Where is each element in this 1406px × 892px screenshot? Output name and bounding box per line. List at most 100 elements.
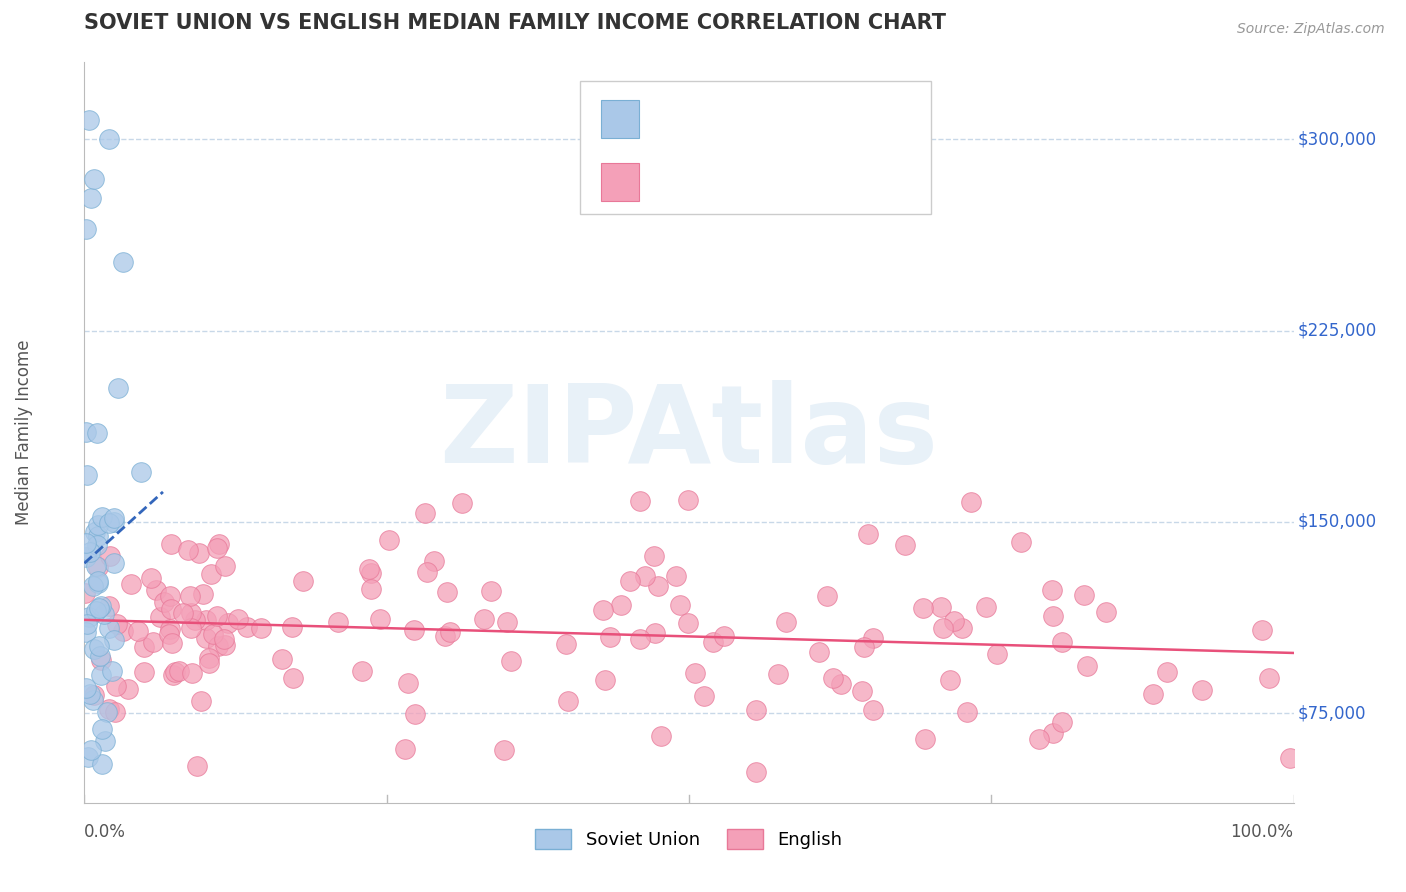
Point (104, 705, 127, 719)
Point (472, 611, 495, 625)
Point (145, 583, 167, 598)
Point (496, 615, 519, 630)
Point (117, 682, 139, 697)
Point (82, 579, 104, 593)
Point (360, 582, 382, 596)
Point (416, 565, 439, 579)
Point (75, 222, 97, 236)
Point (193, 586, 215, 600)
Point (745, 703, 768, 717)
Point (1042, 726, 1064, 740)
Point (960, 495, 983, 509)
Point (208, 537, 231, 551)
Point (821, 671, 844, 685)
Point (815, 589, 838, 603)
Point (79, 687, 101, 701)
Point (186, 758, 208, 772)
Point (555, 637, 578, 651)
Point (190, 694, 212, 708)
Point (83, 688, 105, 702)
Point (83, 642, 105, 657)
Point (357, 561, 380, 575)
Point (198, 651, 221, 665)
Point (129, 465, 152, 479)
Point (745, 764, 768, 779)
Point (830, 677, 852, 691)
Point (163, 665, 186, 679)
Point (77, 610, 100, 624)
Point (212, 632, 235, 646)
Point (87, 576, 110, 591)
Point (911, 601, 934, 615)
Point (271, 651, 294, 665)
Point (111, 255, 134, 269)
Point (127, 624, 149, 638)
Point (98, 516, 121, 530)
Point (599, 630, 621, 644)
Point (281, 671, 304, 685)
Point (103, 510, 125, 524)
Point (198, 656, 221, 670)
Text: $150,000: $150,000 (1298, 513, 1376, 531)
Point (678, 615, 700, 630)
Point (628, 632, 651, 646)
Point (683, 666, 706, 681)
Point (87, 517, 110, 532)
Point (103, 633, 125, 648)
Point (90, 652, 112, 666)
Point (187, 546, 209, 560)
Point (281, 620, 304, 634)
Point (75, 681, 97, 696)
Point (647, 579, 669, 593)
Point (665, 569, 688, 583)
Point (1156, 665, 1178, 680)
FancyBboxPatch shape (600, 100, 640, 138)
Point (413, 506, 436, 520)
Point (84, 604, 107, 618)
Point (180, 621, 202, 635)
Point (84, 559, 107, 574)
Point (1010, 534, 1032, 549)
Point (184, 613, 207, 627)
Point (105, 679, 128, 693)
Point (90, 599, 112, 613)
Point (669, 598, 692, 612)
Point (179, 589, 201, 603)
Text: Median Family Income: Median Family Income (15, 340, 32, 525)
Point (87, 529, 110, 543)
Point (226, 612, 249, 626)
Point (1279, 750, 1302, 764)
Point (628, 494, 651, 508)
Point (1251, 623, 1274, 637)
Text: 100.0%: 100.0% (1230, 823, 1294, 841)
Point (633, 569, 655, 583)
Point (214, 558, 236, 573)
Point (619, 574, 641, 589)
Point (713, 629, 735, 643)
Point (856, 526, 879, 541)
Point (207, 541, 229, 555)
Point (80, 743, 103, 757)
Point (83, 172, 105, 186)
Point (956, 705, 979, 719)
Point (195, 613, 218, 627)
Text: $75,000: $75,000 (1298, 705, 1365, 723)
Point (169, 665, 191, 679)
Point (80, 191, 103, 205)
Point (205, 608, 228, 623)
Point (914, 731, 936, 746)
FancyBboxPatch shape (600, 162, 640, 201)
Point (851, 684, 873, 698)
Point (207, 639, 229, 653)
Point (162, 668, 184, 682)
Point (90, 509, 112, 524)
Point (157, 627, 180, 641)
Point (650, 730, 672, 744)
Point (1094, 606, 1116, 620)
Point (97, 702, 120, 716)
Point (439, 624, 461, 639)
Point (932, 621, 955, 635)
Text: Source: ZipAtlas.com: Source: ZipAtlas.com (1237, 22, 1385, 37)
Point (94, 734, 117, 748)
Point (120, 576, 142, 591)
